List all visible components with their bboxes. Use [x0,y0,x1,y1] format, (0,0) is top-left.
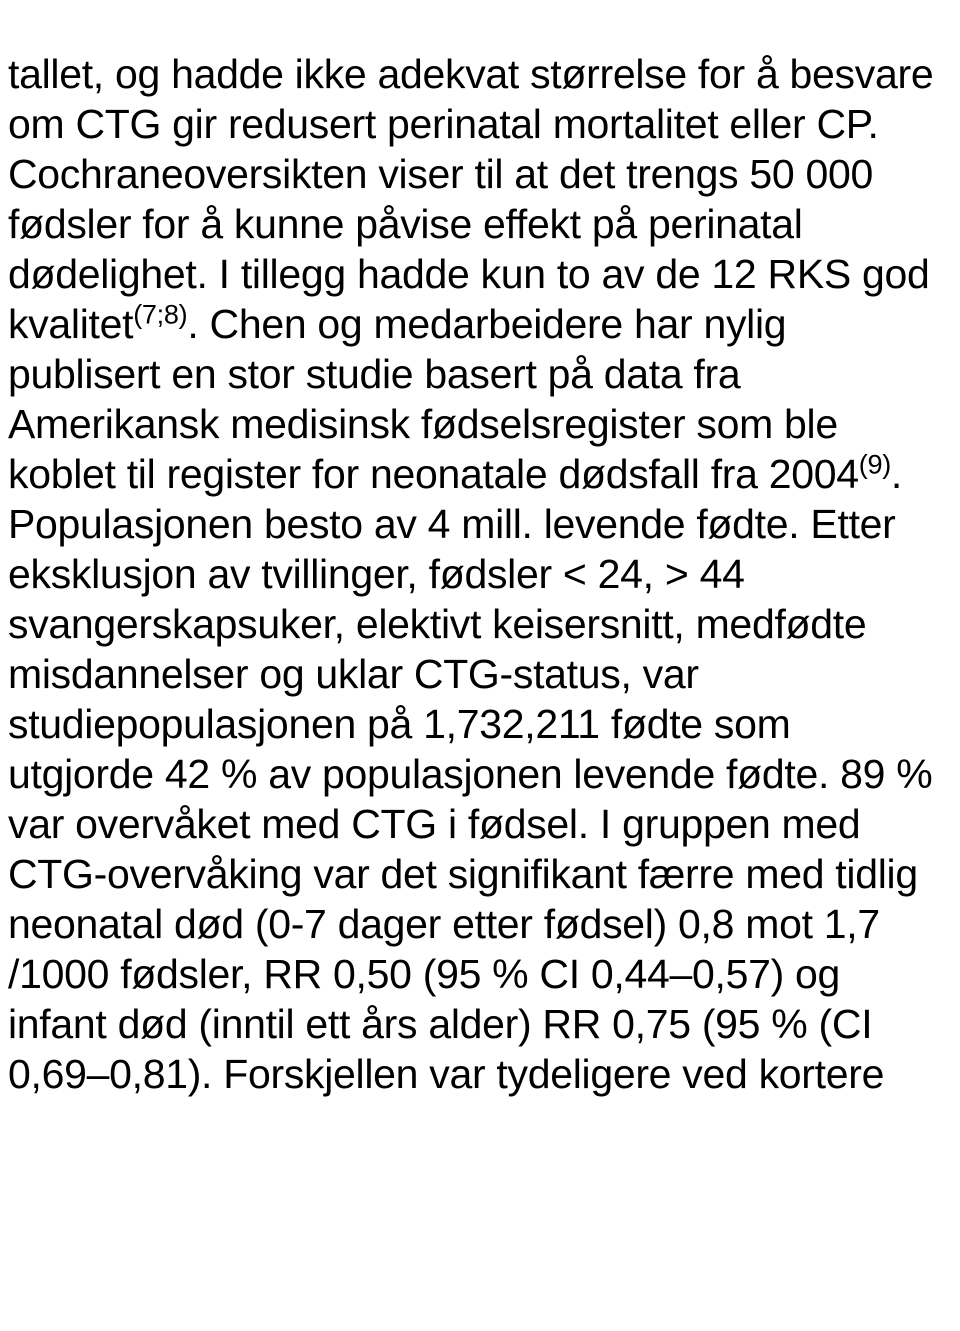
body-paragraph: tallet, og hadde ikke adekvat størrelse … [8,49,946,1099]
text-run: . Populasjonen besto av 4 mill. levende … [8,451,932,1097]
text-run: . Chen og medarbeidere har nylig publise… [8,301,859,497]
citation-superscript: (9) [859,449,891,479]
citation-superscript: (7;8) [133,299,187,329]
